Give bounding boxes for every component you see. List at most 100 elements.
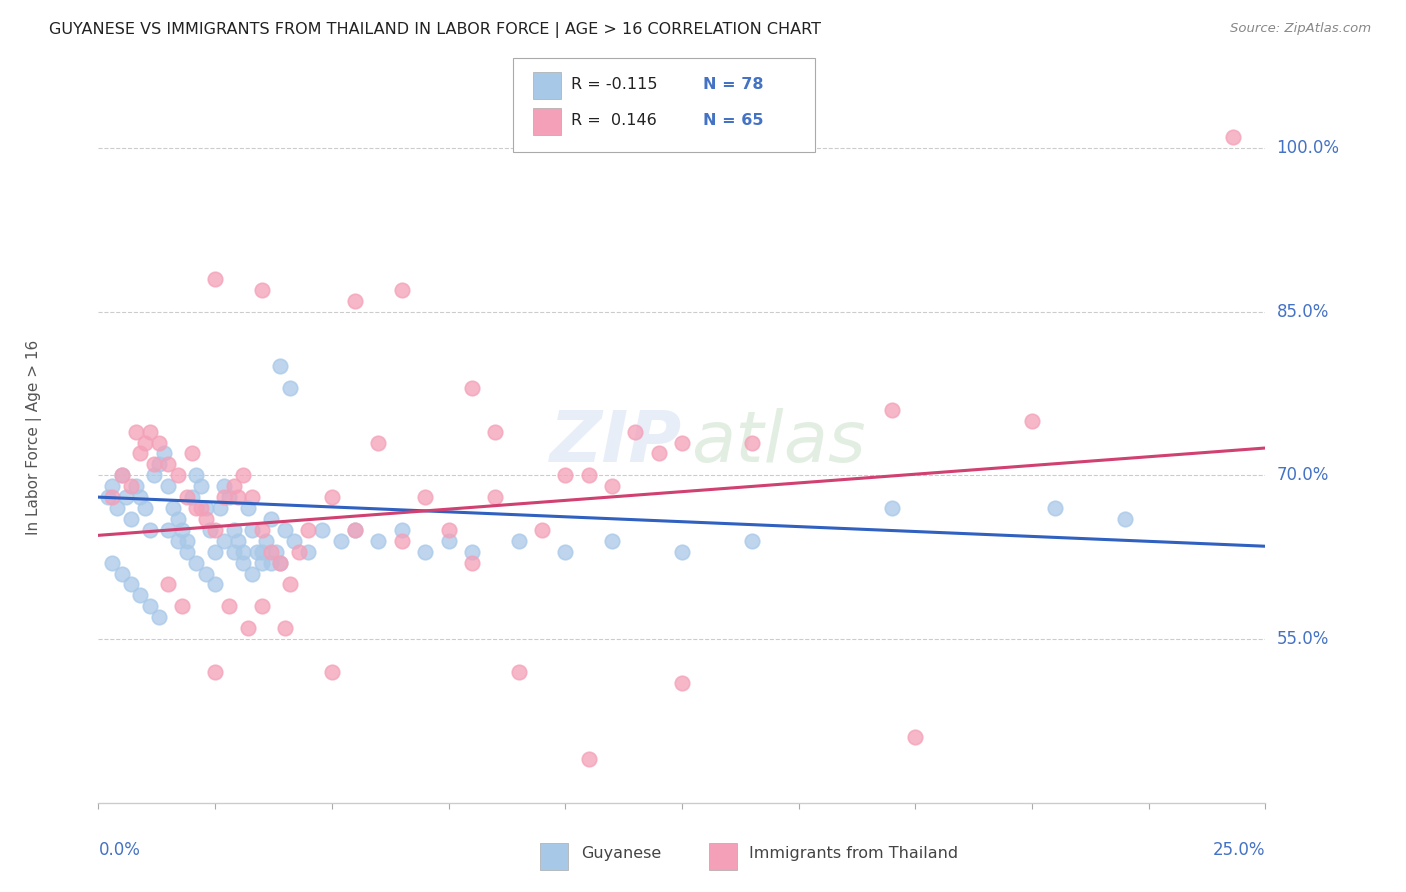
Point xyxy=(242,523,264,537)
Point xyxy=(484,490,506,504)
Point xyxy=(269,359,291,373)
Text: 0.0%: 0.0% xyxy=(98,841,141,859)
Point xyxy=(1045,501,1067,516)
Point xyxy=(194,512,217,526)
Point xyxy=(250,283,273,297)
Point xyxy=(214,490,236,504)
Point xyxy=(111,468,134,483)
Point xyxy=(194,566,217,581)
Text: N = 65: N = 65 xyxy=(703,113,763,128)
Point xyxy=(129,588,152,602)
Point xyxy=(222,523,245,537)
Point xyxy=(204,272,226,286)
Point xyxy=(180,446,202,460)
Point xyxy=(222,545,245,559)
Point xyxy=(101,479,124,493)
Text: N = 78: N = 78 xyxy=(703,78,763,92)
Point xyxy=(120,512,142,526)
Point xyxy=(190,501,212,516)
Point xyxy=(157,479,180,493)
Point xyxy=(204,523,226,537)
Point xyxy=(904,731,927,745)
Point xyxy=(204,577,226,591)
Point xyxy=(180,490,202,504)
Point xyxy=(250,523,273,537)
Point xyxy=(172,523,194,537)
Point xyxy=(157,523,180,537)
Point xyxy=(186,468,208,483)
Point xyxy=(200,523,222,537)
Point xyxy=(242,566,264,581)
Point xyxy=(129,446,152,460)
Point xyxy=(166,512,188,526)
Point xyxy=(166,468,188,483)
Point xyxy=(437,533,460,548)
Text: Immigrants from Thailand: Immigrants from Thailand xyxy=(749,847,959,861)
Point xyxy=(624,425,647,439)
Point xyxy=(880,501,903,516)
Point xyxy=(344,523,367,537)
Point xyxy=(148,610,170,624)
Point xyxy=(880,402,903,417)
Point xyxy=(172,599,194,614)
Point xyxy=(278,577,301,591)
Text: ZIP: ZIP xyxy=(550,408,682,477)
Point xyxy=(250,599,273,614)
Point xyxy=(671,675,693,690)
Text: In Labor Force | Age > 16: In Labor Force | Age > 16 xyxy=(27,340,42,534)
Point xyxy=(367,435,389,450)
Text: 25.0%: 25.0% xyxy=(1213,841,1265,859)
Point xyxy=(269,556,291,570)
Point xyxy=(204,665,226,679)
Point xyxy=(232,468,254,483)
Point xyxy=(129,490,152,504)
Point xyxy=(228,490,250,504)
Point xyxy=(671,545,693,559)
Point xyxy=(236,501,259,516)
Point xyxy=(176,490,198,504)
Point xyxy=(484,425,506,439)
Point xyxy=(311,523,333,537)
Point xyxy=(278,381,301,395)
Point xyxy=(186,501,208,516)
Point xyxy=(1021,414,1043,428)
Point xyxy=(97,490,120,504)
Point xyxy=(741,435,763,450)
Point xyxy=(204,545,226,559)
Point xyxy=(134,435,156,450)
Text: GUYANESE VS IMMIGRANTS FROM THAILAND IN LABOR FORCE | AGE > 16 CORRELATION CHART: GUYANESE VS IMMIGRANTS FROM THAILAND IN … xyxy=(49,22,821,38)
Point xyxy=(330,533,353,548)
Point xyxy=(1222,129,1244,144)
Point xyxy=(242,490,264,504)
Point xyxy=(578,752,600,766)
Point xyxy=(413,490,436,504)
Point xyxy=(148,458,170,472)
Point xyxy=(647,446,669,460)
Point xyxy=(391,283,413,297)
Point xyxy=(578,468,600,483)
Point xyxy=(101,556,124,570)
Point xyxy=(437,523,460,537)
Text: Guyanese: Guyanese xyxy=(581,847,661,861)
Point xyxy=(246,545,269,559)
Point xyxy=(105,501,128,516)
Point xyxy=(120,479,142,493)
Point xyxy=(236,621,259,635)
Point xyxy=(250,556,273,570)
Point xyxy=(530,523,553,537)
Point xyxy=(139,425,162,439)
Point xyxy=(461,381,484,395)
Point xyxy=(125,425,148,439)
Point xyxy=(222,479,245,493)
Point xyxy=(157,458,180,472)
Point xyxy=(288,545,311,559)
Point xyxy=(232,556,254,570)
Point xyxy=(166,533,188,548)
Point xyxy=(111,468,134,483)
Text: R = -0.115: R = -0.115 xyxy=(571,78,658,92)
Point xyxy=(260,545,283,559)
Point xyxy=(554,545,576,559)
Point xyxy=(671,435,693,450)
Point xyxy=(232,545,254,559)
Point xyxy=(214,533,236,548)
